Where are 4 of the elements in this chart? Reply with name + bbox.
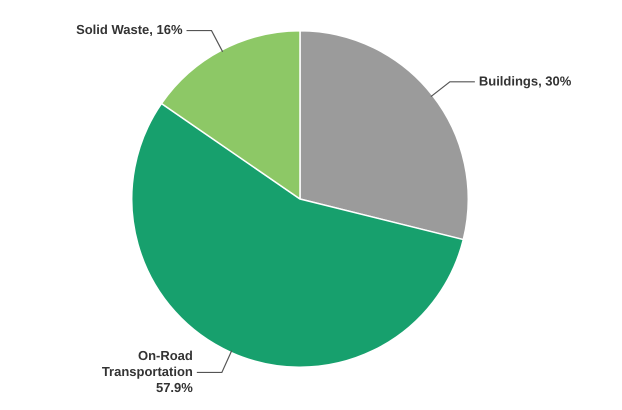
data-label: 57.9% (156, 380, 194, 396)
slice-label: On-Road Transportation (102, 348, 193, 380)
slice-label: Solid Waste, 16% (76, 22, 183, 38)
slice-label: Buildings, 30% (478, 73, 572, 88)
